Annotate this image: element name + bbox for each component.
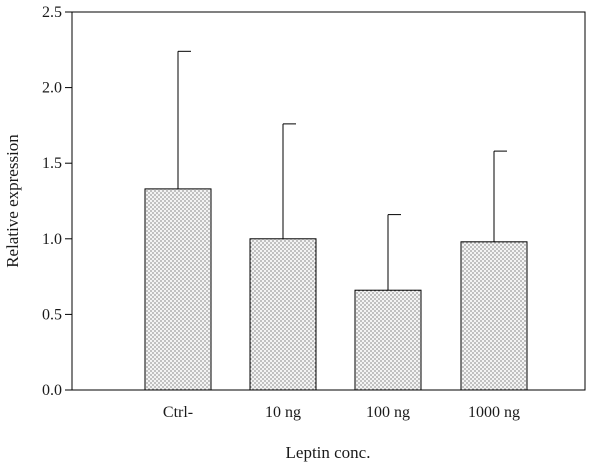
y-tick-label: 2.5 (42, 4, 62, 21)
y-axis-title: Relative expression (3, 134, 22, 268)
y-tick-label: 0.5 (42, 306, 62, 323)
x-tick-label: Ctrl- (163, 404, 193, 421)
y-tick-label: 2.0 (42, 80, 62, 97)
y-tick-label: 1.5 (42, 155, 62, 172)
y-tick-label: 1.0 (42, 231, 62, 248)
x-tick-label: 10 ng (265, 404, 301, 421)
bar (249, 238, 317, 391)
x-tick-label: 100 ng (366, 404, 410, 421)
bar (460, 241, 528, 391)
x-axis-title: Leptin conc. (286, 443, 371, 462)
plot-area-frame (71, 11, 586, 391)
y-tick-label: 0.0 (42, 382, 62, 399)
bars (144, 50, 528, 391)
bar (354, 289, 422, 391)
x-axis-labels: Ctrl- 10 ng 100 ng 1000 ng (163, 404, 520, 421)
y-axis: 0.0 0.5 1.0 1.5 2.0 2.5 (42, 4, 72, 399)
bar (144, 188, 212, 391)
x-tick-label: 1000 ng (468, 404, 520, 421)
